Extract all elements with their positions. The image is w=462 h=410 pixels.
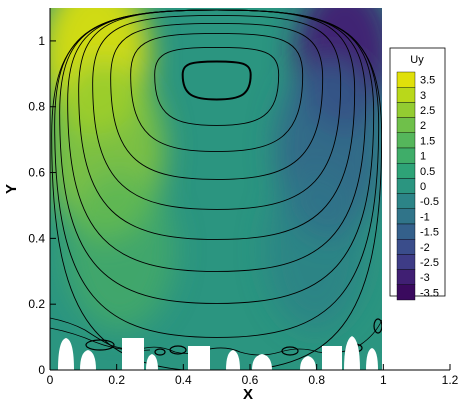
eddy-cell bbox=[169, 345, 187, 355]
eddy-cell bbox=[85, 339, 115, 351]
mask-region bbox=[252, 354, 272, 370]
colorbar-label: -2.5 bbox=[420, 257, 439, 269]
positive-low-blob bbox=[65, 170, 175, 330]
colorbar-label: 2 bbox=[420, 120, 426, 132]
streamline bbox=[181, 60, 252, 101]
y-tick-label: 0.8 bbox=[28, 100, 45, 114]
colorbar-label: 3.5 bbox=[420, 75, 435, 87]
eddy-cell bbox=[373, 318, 382, 334]
colorbar-label: -1.5 bbox=[420, 227, 439, 239]
mask-region bbox=[80, 350, 96, 370]
streamline bbox=[51, 9, 382, 370]
colorbar-label: 1 bbox=[420, 151, 426, 163]
x-tick-label: 1.2 bbox=[442, 373, 459, 387]
mask-region bbox=[366, 348, 378, 370]
colorbar-label: -0.5 bbox=[420, 196, 439, 208]
colorbar-label: -2 bbox=[420, 242, 430, 254]
y-tick-label: 0 bbox=[38, 363, 45, 377]
streamline bbox=[110, 23, 324, 180]
x-tick-label: 0.6 bbox=[242, 373, 259, 387]
colorbar-swatch bbox=[396, 223, 416, 240]
streamline bbox=[59, 9, 375, 304]
mask-region bbox=[188, 346, 210, 370]
x-tick-label: 1 bbox=[380, 373, 387, 387]
x-tick-label: 0.4 bbox=[175, 373, 192, 387]
x-tick-label: 0 bbox=[47, 373, 54, 387]
colorbar-label: 3 bbox=[420, 90, 426, 102]
x-axis-ticks: 0 0.2 0.4 0.6 0.8 1 1.2 bbox=[47, 364, 459, 387]
velocity-field bbox=[50, 8, 382, 370]
colorbar-label: 0 bbox=[420, 181, 426, 193]
streamlines bbox=[51, 9, 382, 370]
x-axis-label: X bbox=[243, 386, 253, 403]
colorbar-label: 0.5 bbox=[420, 166, 435, 178]
x-tick-label: 0.2 bbox=[108, 373, 125, 387]
colorbar-swatch bbox=[396, 178, 416, 194]
streamline bbox=[130, 33, 304, 152]
colorbar-swatch bbox=[396, 71, 416, 88]
eddy-cell bbox=[154, 348, 166, 356]
y-tick-label: 0.6 bbox=[28, 166, 45, 180]
colorbar-swatch bbox=[396, 284, 416, 301]
mask-region bbox=[122, 338, 144, 370]
colorbar-label: -3 bbox=[420, 272, 430, 284]
streamline bbox=[54, 9, 380, 338]
colorbar-swatch bbox=[396, 254, 416, 270]
mask-region bbox=[322, 346, 342, 370]
mask-region bbox=[300, 356, 316, 370]
x-tick-label: 0.8 bbox=[308, 373, 325, 387]
y-axis-ticks: 0 0.2 0.4 0.6 0.8 1 bbox=[28, 34, 56, 377]
bottom-eddies bbox=[50, 317, 382, 370]
colorbar-swatch bbox=[396, 193, 416, 210]
colorbar-swatch bbox=[396, 238, 416, 255]
colorbar-label: -3.5 bbox=[420, 287, 439, 299]
mask-region bbox=[226, 350, 240, 370]
streamline bbox=[78, 9, 356, 240]
eddy-cell bbox=[281, 346, 299, 356]
colorbar-swatch bbox=[396, 132, 416, 149]
y-tick-label: 0.2 bbox=[28, 297, 45, 311]
colorbar-label: 2.5 bbox=[420, 105, 435, 117]
colorbar-swatches: 3.5 3 2.5 2 1.5 1 0.5 0 -0.5 -1 -1.5 -2 -2.5 -3 -3.5 bbox=[396, 71, 439, 301]
colorbar-swatch bbox=[396, 208, 416, 225]
mask-region bbox=[344, 336, 360, 370]
colorbar-swatch bbox=[396, 102, 416, 118]
colorbar-title: Uy bbox=[410, 54, 424, 66]
negative-low-blob bbox=[265, 170, 365, 330]
colorbar-swatch bbox=[396, 86, 416, 103]
streamline bbox=[67, 9, 367, 272]
colorbar-swatch bbox=[396, 269, 416, 286]
colorbar-swatch bbox=[396, 147, 416, 164]
y-axis-label: Y bbox=[3, 184, 20, 194]
colorbar: Uy 3.5 3 2.5 2 1.5 1 0.5 0 -0.5 -1 -1.5 -2 -2.5 -3 -3.… bbox=[389, 47, 446, 301]
y-tick-label: 1 bbox=[38, 34, 45, 48]
streamline bbox=[92, 15, 342, 210]
mask-region bbox=[58, 338, 74, 370]
mask-region bbox=[146, 354, 158, 370]
y-tick-label: 0.4 bbox=[28, 231, 45, 245]
colorbar-label: 1.5 bbox=[420, 135, 435, 147]
colorbar-swatch bbox=[396, 117, 416, 133]
colorbar-swatch bbox=[396, 162, 416, 179]
streamline bbox=[154, 47, 280, 126]
colorbar-label: -1 bbox=[420, 211, 430, 223]
